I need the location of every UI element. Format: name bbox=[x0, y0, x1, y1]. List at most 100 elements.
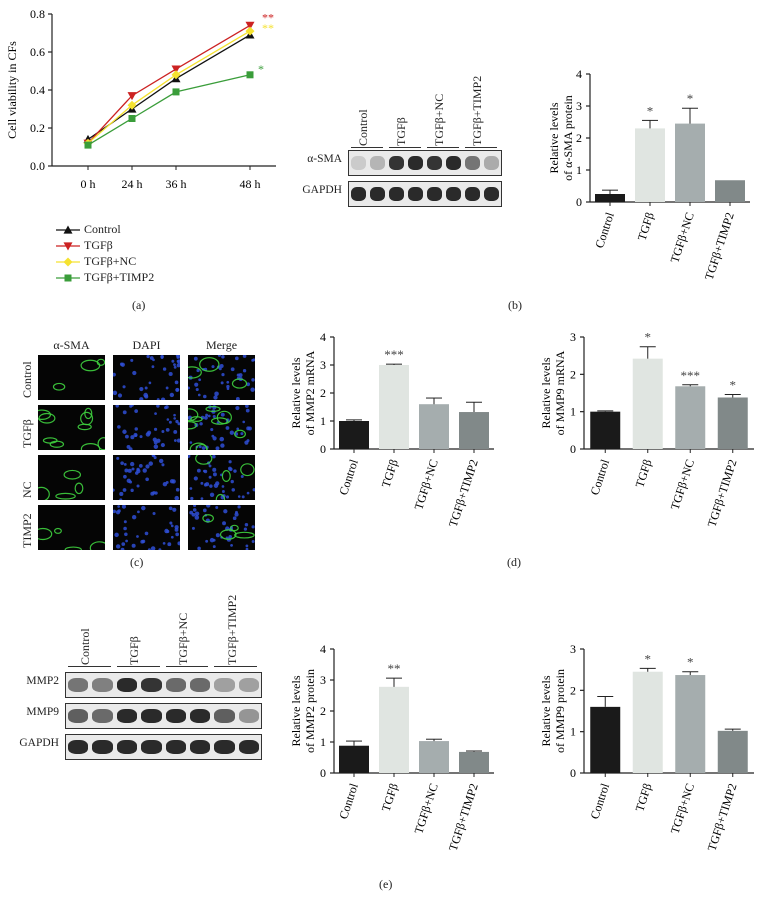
x-tick-label: TGFβ+TIMP2 bbox=[705, 458, 740, 529]
blot-band bbox=[116, 740, 138, 754]
micrograph-texture bbox=[38, 469, 84, 500]
micrograph-texture bbox=[38, 527, 105, 550]
significance-label: ** bbox=[388, 661, 401, 676]
x-tick-label: Control bbox=[336, 781, 361, 821]
x-tick-label: TGFβ bbox=[632, 782, 654, 814]
micrograph-cell bbox=[38, 455, 105, 500]
blot-strip bbox=[348, 150, 502, 176]
nucleus-dot bbox=[140, 539, 145, 544]
mmp2-mrna-bar-chart: 0 1 2 3 4 Control *** TGFβ TGFβ+NC TGFβ+TIMP2 Rela… bbox=[289, 330, 494, 529]
fiber-stain bbox=[240, 463, 255, 477]
series-tgf-nc bbox=[83, 26, 255, 148]
lane-label: TGFβ+NC bbox=[432, 93, 446, 146]
blot-band bbox=[238, 709, 259, 723]
y-axis-label: Relative levelsof MMP9 protein bbox=[539, 669, 567, 753]
nucleus-dot bbox=[201, 446, 206, 450]
y-axis-label-line: of MMP9 protein bbox=[553, 669, 567, 753]
fiber-stain bbox=[80, 359, 101, 372]
nucleus-dot bbox=[173, 363, 176, 367]
micrograph-texture bbox=[38, 407, 105, 450]
blot-strip bbox=[348, 181, 502, 207]
nucleus-dot bbox=[200, 497, 204, 500]
bar bbox=[339, 421, 369, 449]
blot-band bbox=[389, 187, 404, 201]
fiber-stain bbox=[38, 409, 52, 420]
nucleus-dot bbox=[217, 355, 222, 357]
nucleus-dot bbox=[123, 474, 127, 479]
micrograph-texture bbox=[115, 405, 180, 450]
y-axis-label-line: of α-SMA protein bbox=[561, 95, 575, 181]
nucleus-dot bbox=[231, 488, 235, 492]
nucleus-dot bbox=[120, 547, 125, 550]
nucleus-dot bbox=[145, 464, 150, 469]
nucleus-dot bbox=[134, 471, 139, 475]
y-tick-label: 0 bbox=[570, 442, 576, 456]
nucleus-dot bbox=[131, 467, 135, 471]
micrograph-row-label: TIMP2 bbox=[20, 513, 34, 548]
nucleus-dot bbox=[194, 515, 200, 520]
blot-strip bbox=[65, 734, 262, 760]
blot-band bbox=[68, 678, 89, 692]
mmp2-protein-bar-chart: 0 1 2 3 4 Control ** TGFβ TGFβ+NC TGFβ+TIMP2 Relat… bbox=[289, 642, 494, 853]
nucleus-dot bbox=[212, 414, 216, 419]
x-tick-label: TGFβ+TIMP2 bbox=[702, 211, 737, 282]
nucleus-dot bbox=[222, 521, 227, 526]
bar bbox=[635, 128, 665, 202]
legend-label: TGFβ+NC bbox=[84, 254, 137, 268]
bar bbox=[632, 358, 663, 449]
y-axis-label-line: Relative levels bbox=[539, 675, 553, 746]
y-axis-label-line: Relative levels bbox=[289, 675, 303, 746]
nucleus-dot bbox=[220, 412, 225, 417]
blot-band bbox=[165, 740, 186, 754]
nucleus-dot bbox=[246, 491, 250, 495]
lane-label: TGFβ+TIMP2 bbox=[470, 75, 484, 146]
nucleus-dot bbox=[190, 496, 194, 500]
fiber-stain bbox=[221, 469, 231, 482]
data-point bbox=[245, 26, 255, 36]
x-tick-label: TGFβ+TIMP2 bbox=[705, 782, 740, 853]
nucleus-dot bbox=[113, 390, 118, 396]
fiber-stain bbox=[188, 421, 198, 430]
micrograph-texture bbox=[188, 455, 255, 500]
micrograph-column-label: Merge bbox=[205, 338, 238, 352]
significance-label: ** bbox=[262, 11, 274, 25]
nucleus-dot bbox=[160, 356, 164, 359]
micrograph-texture bbox=[113, 455, 180, 500]
nucleus-dot bbox=[173, 430, 178, 434]
nucleus-dot bbox=[212, 467, 217, 472]
legend-label: TGFβ+TIMP2 bbox=[84, 270, 155, 284]
blot-band bbox=[68, 740, 89, 754]
bar bbox=[717, 730, 748, 773]
micrograph-column-label: α-SMA bbox=[53, 338, 90, 352]
blot-band bbox=[427, 156, 442, 170]
blot-band bbox=[214, 709, 235, 723]
panel-label-a: (a) bbox=[132, 298, 146, 312]
bar bbox=[717, 397, 748, 449]
x-tick-label: TGFβ+TIMP2 bbox=[446, 782, 481, 853]
nucleus-dot bbox=[113, 488, 115, 492]
nucleus-dot bbox=[245, 547, 249, 550]
y-tick-label: 2 bbox=[320, 386, 326, 400]
nucleus-dot bbox=[173, 439, 177, 442]
nucleus-dot bbox=[160, 443, 165, 448]
nucleus-dot bbox=[203, 469, 208, 474]
blot-band bbox=[370, 187, 385, 201]
panel-e-blot: Control TGFβ TGFβ+NC TGFβ+TIMP2 MMP2 MMP9 GAP… bbox=[0, 580, 270, 760]
significance-label: * bbox=[687, 91, 694, 106]
nucleus-dot bbox=[221, 373, 225, 377]
nucleus-dot bbox=[244, 522, 249, 527]
nucleus-dot bbox=[139, 386, 144, 392]
y-axis-label-line: Relative levels bbox=[547, 102, 561, 173]
nucleus-dot bbox=[134, 409, 139, 413]
series-line bbox=[87, 24, 251, 144]
nucleus-dot bbox=[208, 475, 212, 479]
fiber-stain bbox=[188, 366, 202, 379]
nucleus-dot bbox=[122, 385, 126, 389]
micrograph-cell bbox=[113, 355, 180, 400]
nucleus-dot bbox=[130, 488, 134, 493]
blot-band bbox=[189, 709, 211, 723]
y-axis-label: Relative levelsof MMP9 mRNA bbox=[539, 350, 567, 435]
micrograph-cell bbox=[113, 405, 180, 450]
nucleus-dot bbox=[244, 440, 249, 445]
lane-underline bbox=[68, 666, 111, 667]
